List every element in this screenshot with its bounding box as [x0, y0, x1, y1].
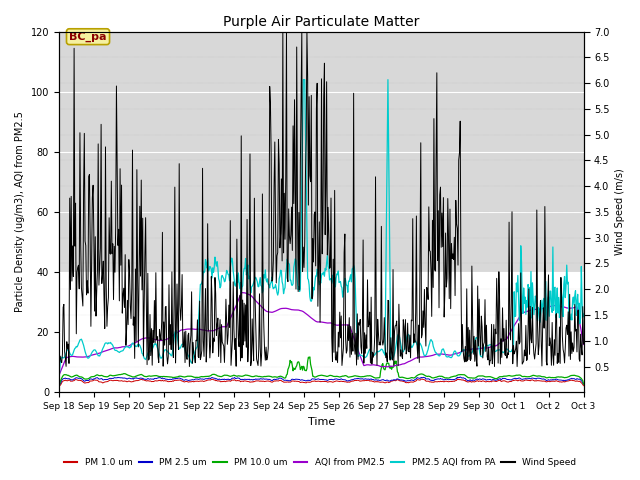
Legend: PM 1.0 um, PM 2.5 um, PM 10.0 um, AQI from PM2.5, PM2.5 AQI from PA, Wind Speed: PM 1.0 um, PM 2.5 um, PM 10.0 um, AQI fr… [60, 455, 580, 471]
Y-axis label: Wind Speed (m/s): Wind Speed (m/s) [615, 168, 625, 255]
X-axis label: Time: Time [308, 417, 335, 427]
Title: Purple Air Particulate Matter: Purple Air Particulate Matter [223, 15, 419, 29]
Y-axis label: Particle Density (ug/m3), AQI from PM2.5: Particle Density (ug/m3), AQI from PM2.5 [15, 111, 25, 312]
Bar [59, 32, 584, 272]
Text: BC_pa: BC_pa [69, 32, 107, 42]
